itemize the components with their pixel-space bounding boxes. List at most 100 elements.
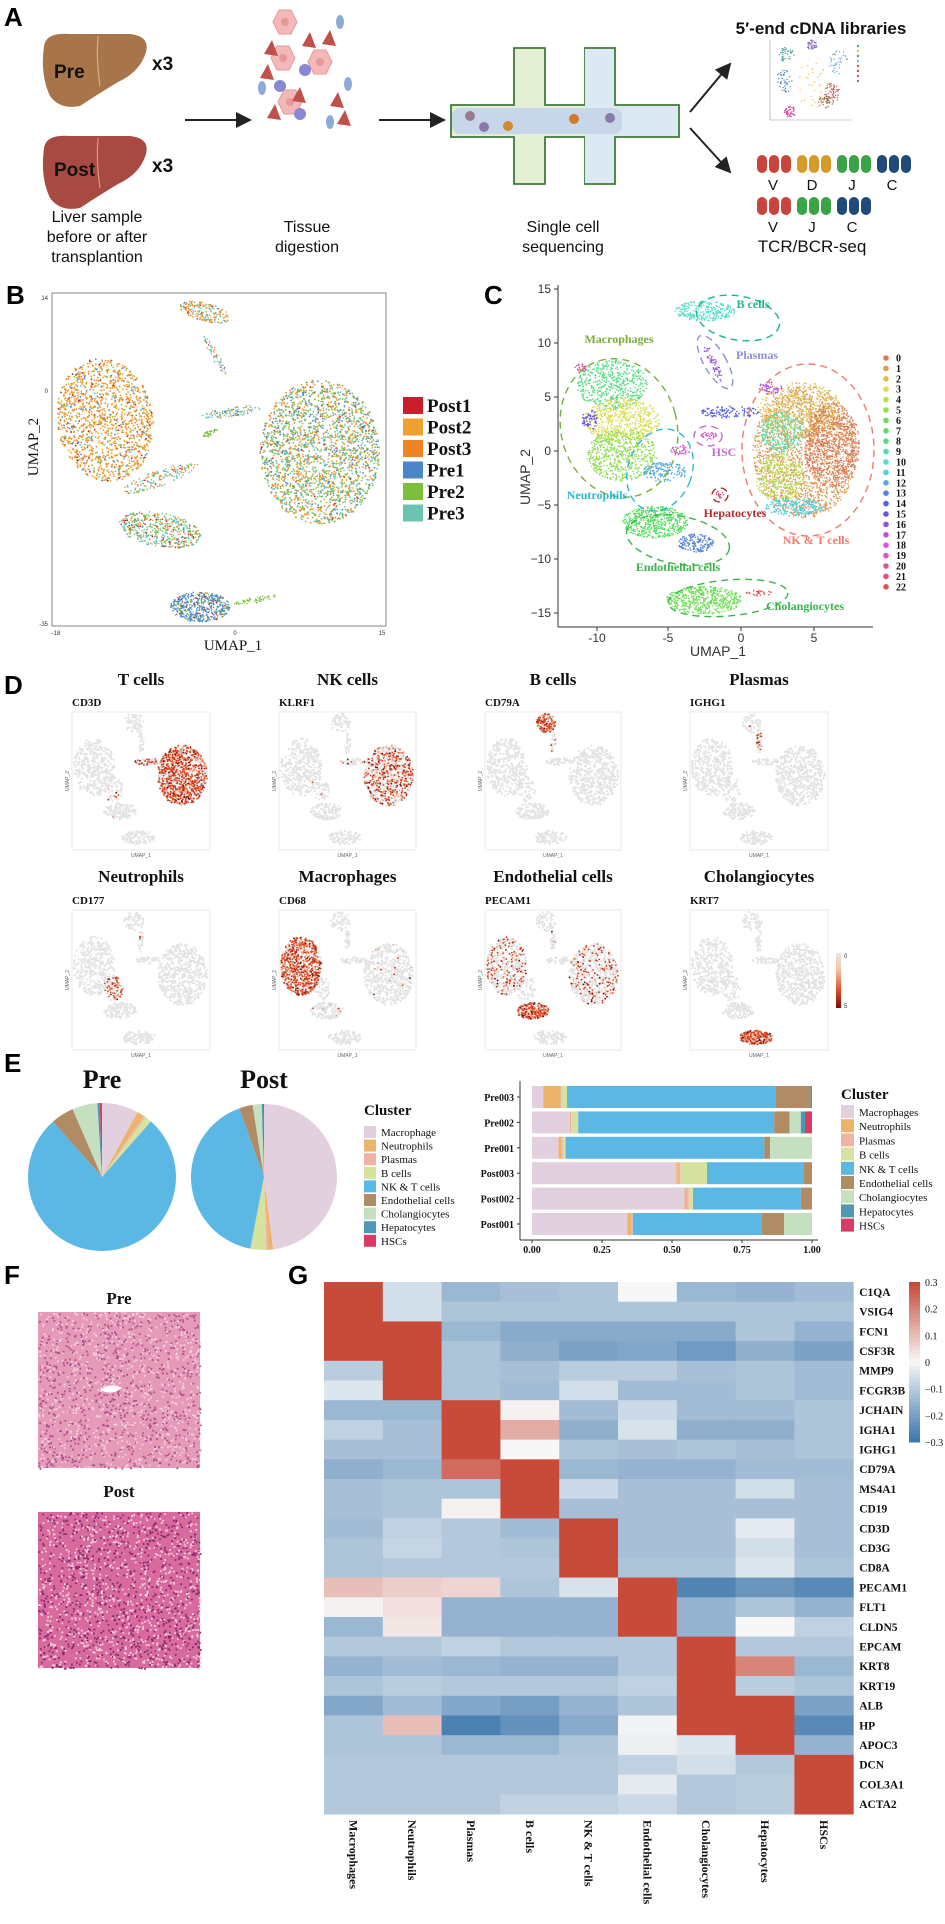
point [328,481,330,483]
point [184,302,186,304]
point [280,499,282,501]
point [102,413,104,415]
point [279,419,281,421]
erythrocyte-icon [326,115,334,129]
point [202,316,204,318]
point [295,510,297,512]
point [83,406,85,408]
point [130,419,132,421]
point [131,435,133,437]
point [311,403,313,405]
point [121,404,123,406]
point [108,409,110,411]
point [363,413,365,415]
point [377,446,379,448]
point [320,486,322,488]
point [128,521,130,523]
point [137,490,139,492]
point [309,396,311,398]
point [130,397,132,399]
point [361,499,363,501]
point [89,407,91,409]
point [210,346,211,347]
point [112,379,114,381]
point [288,426,290,428]
point [204,435,206,437]
point [330,434,332,436]
point [329,465,331,467]
point [219,313,221,315]
point [264,436,266,438]
point [263,450,265,452]
point [278,477,280,479]
point [326,502,328,504]
point [144,427,146,429]
point [180,468,182,470]
point [146,395,148,397]
point [107,360,109,362]
point [345,457,347,459]
point [299,486,301,488]
point [344,406,346,408]
point [317,412,319,414]
point [282,450,284,452]
point [288,428,290,430]
point [119,386,121,388]
point [121,415,123,417]
point [375,441,377,443]
point [163,537,165,539]
point [90,453,92,455]
point [171,536,173,538]
point [269,419,271,421]
point [149,524,151,526]
point [131,430,133,432]
point [131,437,133,439]
point [110,435,112,437]
point [94,400,96,402]
point [100,378,102,380]
point [99,458,101,460]
point [812,46,813,47]
point [333,422,335,424]
nucleus-icon [279,54,287,62]
point [110,419,112,421]
point [338,416,340,418]
point [319,495,321,497]
point [121,413,123,415]
point [121,378,123,380]
point [315,470,317,472]
point [838,58,839,59]
point [302,400,304,402]
point [362,438,364,440]
point [97,407,99,409]
point [116,426,118,428]
point [222,410,223,411]
point [294,470,296,472]
point [113,476,115,478]
point [366,417,368,419]
point [70,406,72,408]
point [332,406,334,408]
point [325,412,327,414]
point [210,309,212,311]
point [136,519,138,521]
point [141,455,143,457]
point [134,457,136,459]
point [110,449,112,451]
point [333,392,335,394]
point [275,431,277,433]
point [71,387,73,389]
point [165,530,167,532]
point [836,89,837,90]
point [74,395,76,397]
point [331,472,333,474]
point [126,455,128,457]
point [334,431,336,433]
point [162,539,164,541]
point [343,476,345,478]
point [165,468,167,470]
point [139,392,141,394]
point [127,391,129,393]
point [347,417,349,419]
point [363,463,365,465]
